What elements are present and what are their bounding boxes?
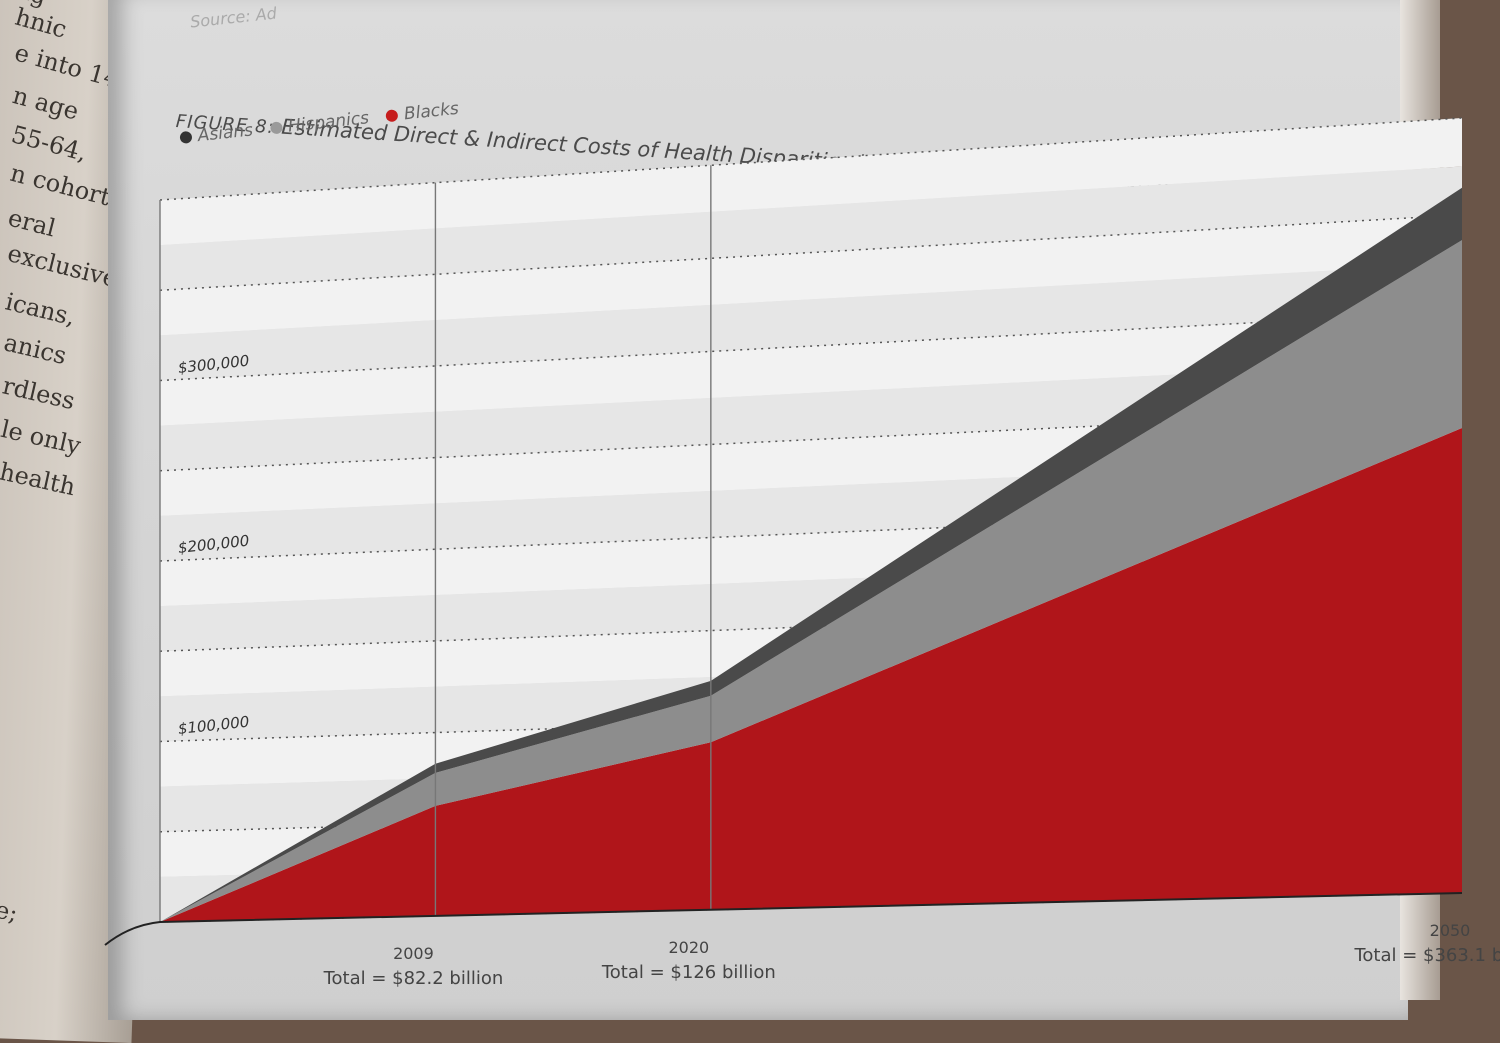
background-band — [160, 118, 1462, 246]
x-tick-label: 2050 — [1429, 921, 1471, 940]
total-label: Total = $82.2 billion — [323, 967, 504, 989]
total-label: Total = $363.1 billion — [1354, 945, 1500, 966]
background-band — [160, 360, 1462, 471]
x-tick-label: 2020 — [668, 937, 710, 957]
area-blacks — [160, 428, 1462, 922]
gridline — [159, 214, 1463, 291]
background-band — [160, 214, 1462, 336]
total-label: Total = $126 billion — [601, 961, 776, 983]
background-band — [160, 311, 1462, 426]
x-tick-label: 2009 — [393, 943, 434, 963]
gridline — [159, 117, 1463, 201]
area-asians — [160, 187, 1462, 922]
background-band — [160, 263, 1462, 381]
gridline — [159, 311, 1463, 382]
area-chart — [104, 117, 1463, 946]
x-axis-baseline — [104, 892, 1463, 946]
background-band — [160, 166, 1462, 291]
area-hispanics — [160, 240, 1462, 922]
